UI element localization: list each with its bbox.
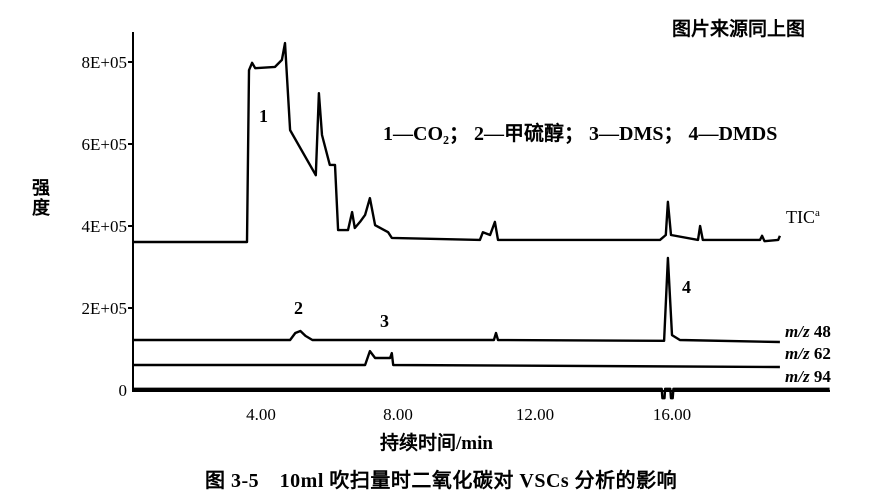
x-tick-label: 12.00 [516,405,554,424]
series-label-mz48: m/z 48 [785,322,831,342]
series-label-mz94: m/z 94 [785,367,831,387]
mz-value: 94 [813,367,831,386]
series-label-mz62: m/z 62 [785,344,831,364]
y-axis-label: 强度 [29,178,50,218]
mz-value: 62 [813,344,831,363]
series-line-m-z-62 [132,349,780,369]
y-tick-label: 4E+05 [82,217,127,236]
mz-label: m/z [785,322,810,341]
figure-caption: 图 3-5 10ml 吹扫量时二氧化碳对 VSCs 分析的影响 [205,470,678,492]
peak-label-4: 4 [682,277,691,297]
peak-label-1: 1 [259,106,268,126]
mz-value: 48 [813,322,831,341]
y-tick-label: 8E+05 [82,53,127,72]
mz-label: m/z [785,344,810,363]
y-tick-label: 2E+05 [82,299,127,318]
x-tick-label: 16.00 [653,405,691,424]
y-tick-label: 6E+05 [82,135,127,154]
x-tick-label: 8.00 [383,405,413,424]
mz-label: m/z [785,367,810,386]
x-axis-label: 持续时间/min [380,433,493,454]
y-tick-label: 0 [119,381,128,400]
x-tick-label: 4.00 [246,405,276,424]
peak-legend: 1—CO₂； 2—甲硫醇； 3—DMS； 4—DMDS [383,123,778,145]
tic-superscript: a [815,207,820,219]
tic-name: TIC [786,207,815,227]
peak-label-2: 2 [294,298,303,318]
peak-label-3: 3 [380,311,389,331]
series-label-tic: TICa [786,207,820,228]
series-line-m-z-48 [132,256,780,344]
series-line-m-z-94 [132,387,830,400]
series-line-tic [132,41,782,244]
source-note: 图片来源同上图 [672,18,806,40]
